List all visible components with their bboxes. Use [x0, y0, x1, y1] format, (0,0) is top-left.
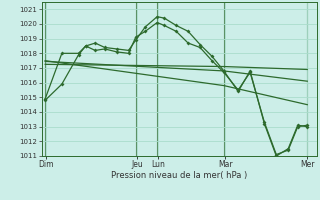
X-axis label: Pression niveau de la mer( hPa ): Pression niveau de la mer( hPa ) — [111, 171, 247, 180]
